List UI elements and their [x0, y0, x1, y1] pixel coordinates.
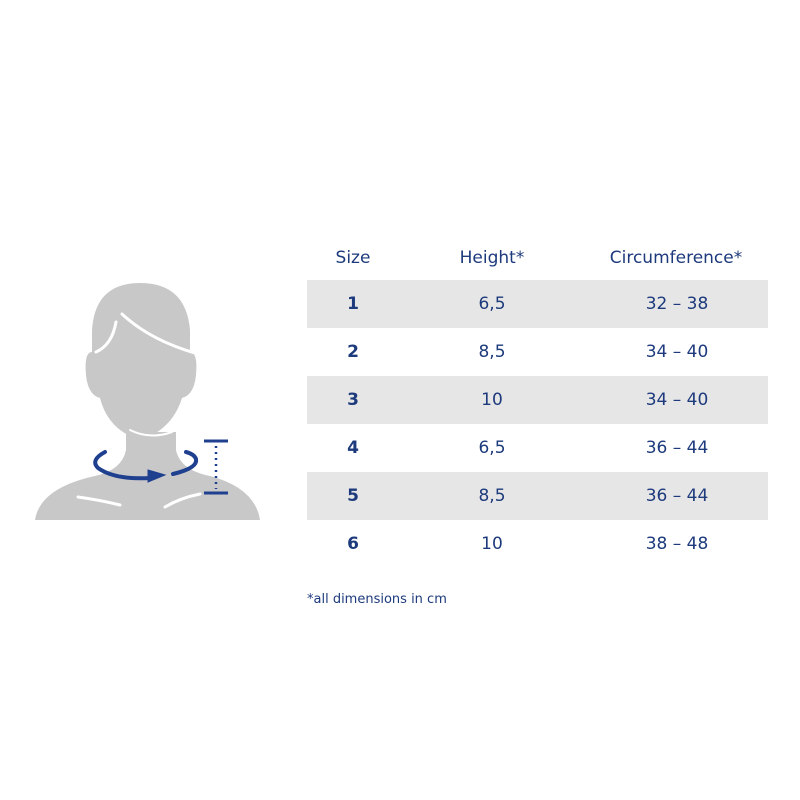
- circumference-cell: 32 – 38: [645, 294, 709, 314]
- circumference-cell: 36 – 44: [645, 438, 709, 458]
- height-cell: 6,5: [478, 294, 506, 314]
- height-cell: 8,5: [478, 486, 506, 506]
- table-row: 6 10 38 – 48: [307, 520, 768, 568]
- circumference-cell: 34 – 40: [645, 342, 709, 362]
- header-circumference: Circumference*: [609, 248, 743, 268]
- table-row: 2 8,5 34 – 40: [307, 328, 768, 376]
- size-cell: 3: [347, 390, 359, 410]
- table-row: 3 10 34 – 40: [307, 376, 768, 424]
- height-measure-icon: [204, 439, 228, 495]
- circumference-cell: 38 – 48: [645, 534, 709, 554]
- footnote: *all dimensions in cm: [307, 592, 447, 607]
- circumference-arrow-icon: [93, 450, 199, 483]
- size-cell: 4: [347, 438, 359, 458]
- height-cell: 8,5: [478, 342, 506, 362]
- table-row: 1 6,5 32 – 38: [307, 280, 768, 328]
- header-size: Size: [335, 248, 371, 268]
- size-cell: 2: [347, 342, 359, 362]
- height-cell: 10: [481, 390, 503, 410]
- table-row: 4 6,5 36 – 44: [307, 424, 768, 472]
- height-cell: 6,5: [478, 438, 506, 458]
- circumference-cell: 34 – 40: [645, 390, 709, 410]
- size-cell: 6: [347, 534, 359, 554]
- hair-lines: [76, 312, 202, 509]
- person-silhouette: [35, 283, 260, 520]
- header-height: Height*: [459, 248, 525, 268]
- table-row: 5 8,5 36 – 44: [307, 472, 768, 520]
- circumference-cell: 36 – 44: [645, 486, 709, 506]
- size-cell: 1: [347, 294, 359, 314]
- height-cell: 10: [481, 534, 503, 554]
- size-cell: 5: [347, 486, 359, 506]
